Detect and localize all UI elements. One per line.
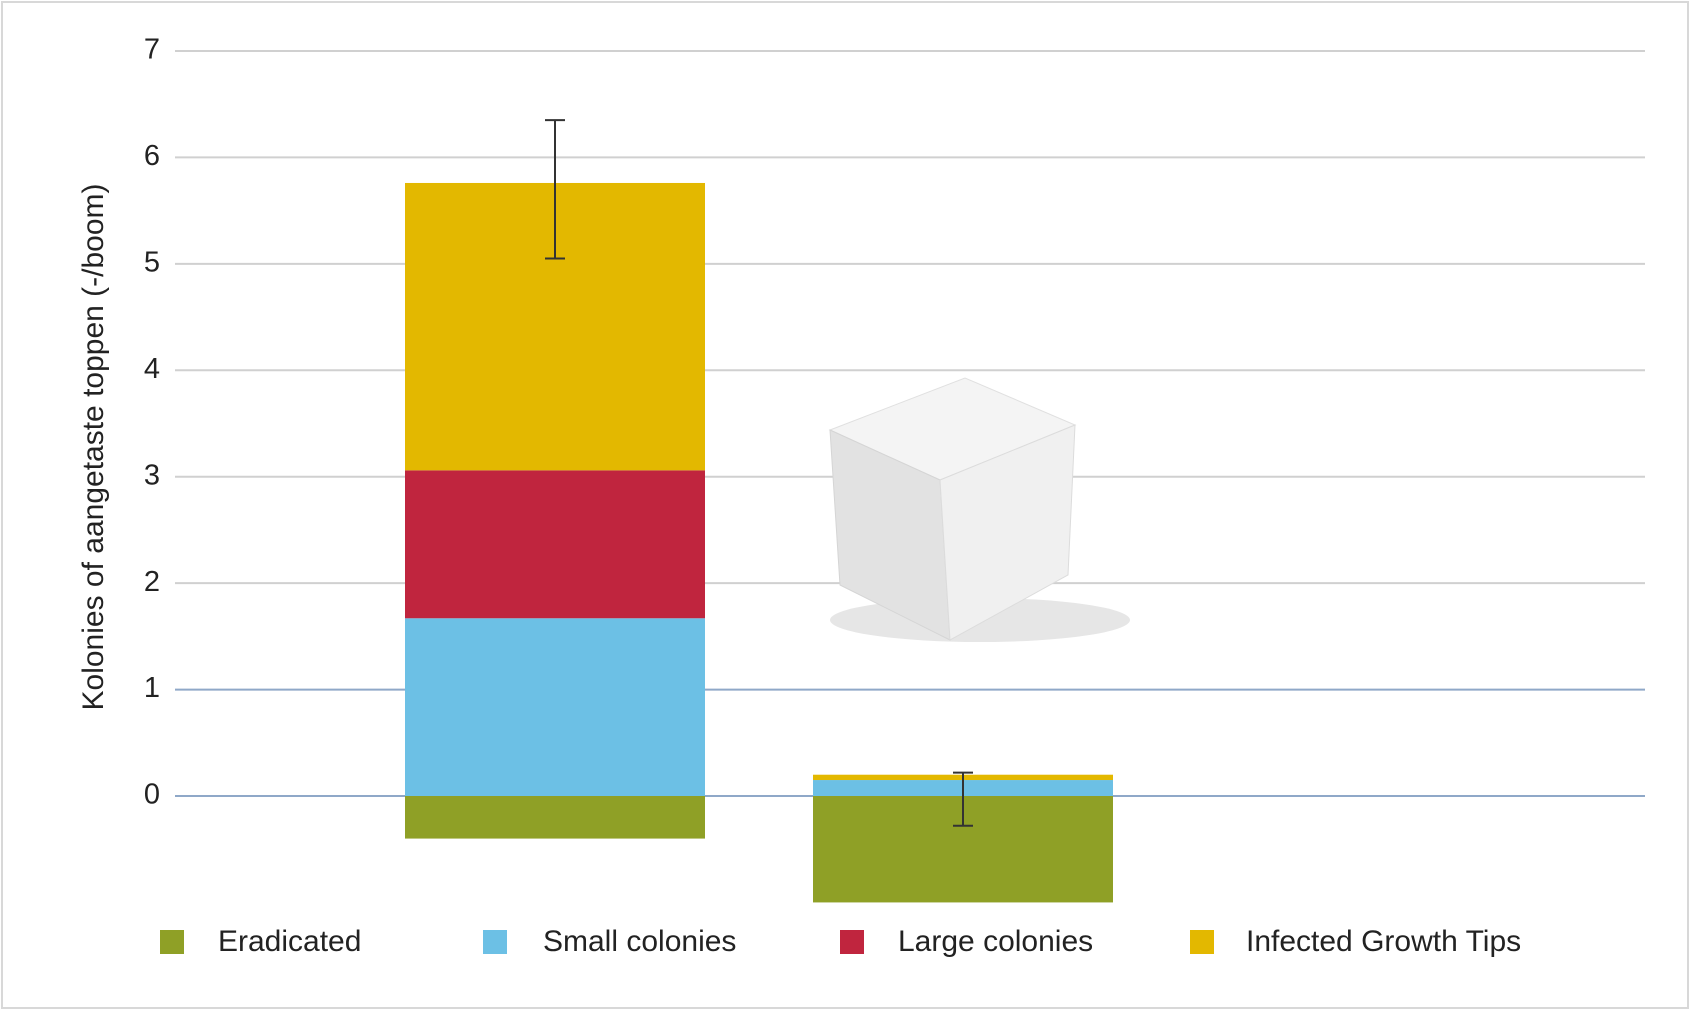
legend-swatch: [840, 930, 864, 954]
y-tick-label: 4: [144, 353, 160, 385]
bar-segment: [405, 796, 705, 839]
legend-swatch: [483, 930, 507, 954]
bar-segment: [405, 470, 705, 619]
y-tick-label: 0: [144, 779, 160, 811]
legend-label: Eradicated: [218, 925, 361, 958]
sugar-cube-image: [828, 377, 1130, 642]
y-axis-title: Kolonies of aangetaste toppen (-/boom): [77, 183, 110, 710]
legend-label: Large colonies: [898, 925, 1093, 958]
y-tick-label: 6: [144, 140, 160, 172]
y-tick-label: 5: [144, 247, 160, 279]
y-tick-label: 7: [144, 34, 160, 66]
y-tick-label: 2: [144, 566, 160, 598]
legend-label: Infected Growth Tips: [1246, 925, 1521, 958]
y-tick-label: 1: [144, 672, 160, 704]
y-tick-label: 3: [144, 459, 160, 491]
legend-swatch: [160, 930, 184, 954]
legend-label: Small colonies: [543, 925, 736, 958]
legend-swatch: [1190, 930, 1214, 954]
bar-segment: [405, 618, 705, 796]
